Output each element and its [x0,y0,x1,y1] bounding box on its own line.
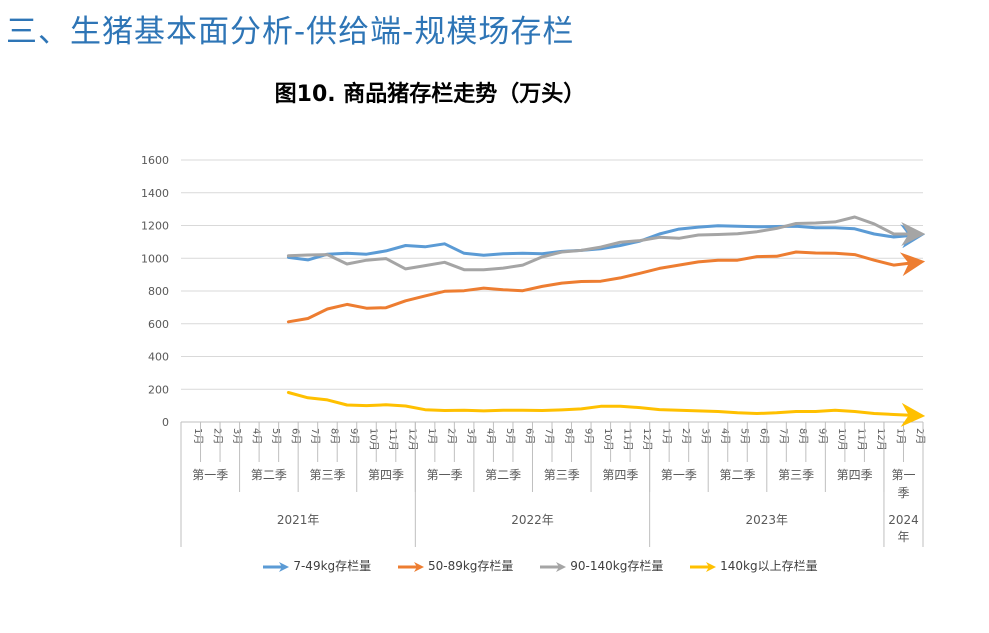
x-month-label: 8月 [563,428,575,444]
x-year-label: 2022年 [511,513,554,527]
y-axis: 0 200 400 600 800 1000 1200 1400 1600 [141,154,169,429]
x-year-label: 2023年 [746,513,789,527]
y-tick-label: 1600 [141,154,169,167]
y-tick-label: 800 [148,285,169,298]
x-month-label: 4月 [719,428,731,444]
x-month-label: 1月 [895,428,907,444]
y-tick-label: 600 [148,318,169,331]
x-month-label: 1月 [426,428,438,444]
x-quarter-label: 第二季 [485,468,521,482]
x-month-label: 1月 [660,428,672,444]
x-month-label: 2月 [446,428,458,444]
x-month-label: 12月 [641,428,653,451]
x-quarter-label: 第三季 [309,468,345,482]
x-month-label: 3月 [699,428,711,444]
x-quarter-label: 第四季 [368,468,404,482]
x-quarter-label: 第三季 [544,468,580,482]
series-line-4 [286,391,926,427]
x-year-label: 2021年 [277,513,320,527]
legend-label: 50-89kg存栏量 [427,559,514,573]
y-tick-label: 400 [148,351,169,364]
x-quarter-label: 第三季 [778,468,814,482]
y-tick-label: 1400 [141,187,169,200]
x-month-label: 9月 [817,428,829,444]
x-month-label: 7月 [309,428,321,444]
gridlines [181,159,923,423]
x-month-label: 10月 [368,428,380,451]
x-month-label: 4月 [485,428,497,444]
x-month-label: 10月 [836,428,848,451]
series-line-2 [286,250,926,324]
x-quarter-label: 第一季 [661,468,697,482]
x-quarter-label: 第一季 [891,468,915,500]
x-quarter-label: 第一季 [427,468,463,482]
x-quarter-label: 第二季 [719,468,755,482]
x-quarter-label: 第一季 [192,468,228,482]
x-month-label: 4月 [250,428,262,444]
x-month-label: 8月 [797,428,809,444]
x-month-label: 11月 [621,428,633,451]
x-month-label: 3月 [231,428,243,444]
x-month-label: 7月 [778,428,790,444]
x-month-label: 11月 [856,428,868,451]
legend-label: 140kg以上存栏量 [720,559,818,573]
y-tick-label: 0 [162,416,169,429]
x-month-label: 9月 [348,428,360,444]
legend-item-series-1: 7-49kg存栏量 [262,557,371,574]
x-month-label: 5月 [739,428,751,444]
legend-item-series-4: 140kg以上存栏量 [689,557,818,574]
legend-item-series-2: 50-89kg存栏量 [397,557,513,574]
x-quarter-label: 第二季 [251,468,287,482]
series-lines [286,215,926,427]
y-tick-label: 200 [148,383,169,396]
x-month-label: 5月 [270,428,282,444]
x-month-label: 12月 [407,428,419,451]
x-month-label: 12月 [875,428,887,451]
y-tick-label: 1200 [141,220,169,233]
x-month-label: 10月 [602,428,614,451]
chart-title: 图10. 商品猪存栏走势（万头） [274,82,586,107]
x-month-label: 11月 [387,428,399,451]
y-tick-label: 1000 [141,252,169,265]
x-month-label: 8月 [328,428,340,444]
x-month-label: 2月 [680,428,692,444]
legend-item-series-3: 90-140kg存栏量 [539,557,663,574]
x-quarter-label: 第四季 [602,468,638,482]
legend-label: 7-49kg存栏量 [293,559,372,573]
x-month-label: 3月 [465,428,477,444]
x-month-label: 1月 [192,428,204,444]
x-month-label: 6月 [524,428,536,444]
x-quarter-label: 第四季 [837,468,873,482]
x-month-label: 2月 [914,428,926,444]
x-month-label: 9月 [582,428,594,444]
x-month-label: 7月 [543,428,555,444]
x-month-label: 6月 [289,428,301,444]
x-month-label: 2月 [211,428,223,444]
x-axis: 1月 2月 3月 4月 5月 6月 7月 8月 9月 10月 11月 12月 1月 2月 3月 4月 5月 6月 7… [180,422,926,547]
legend-label: 90-140kg存栏量 [570,559,664,573]
x-month-label: 5月 [504,428,516,444]
series-line-1 [286,224,926,262]
series-line-3 [286,215,926,272]
x-month-label: 6月 [758,428,770,444]
legend: 7-49kg存栏量 50-89kg存栏量 90-140kg存栏量 140kg以上… [0,557,989,574]
section-title: 三、生猪基本面分析-供给端-规模场存栏 [6,14,575,50]
x-year-label: 2024 年 [888,513,919,544]
